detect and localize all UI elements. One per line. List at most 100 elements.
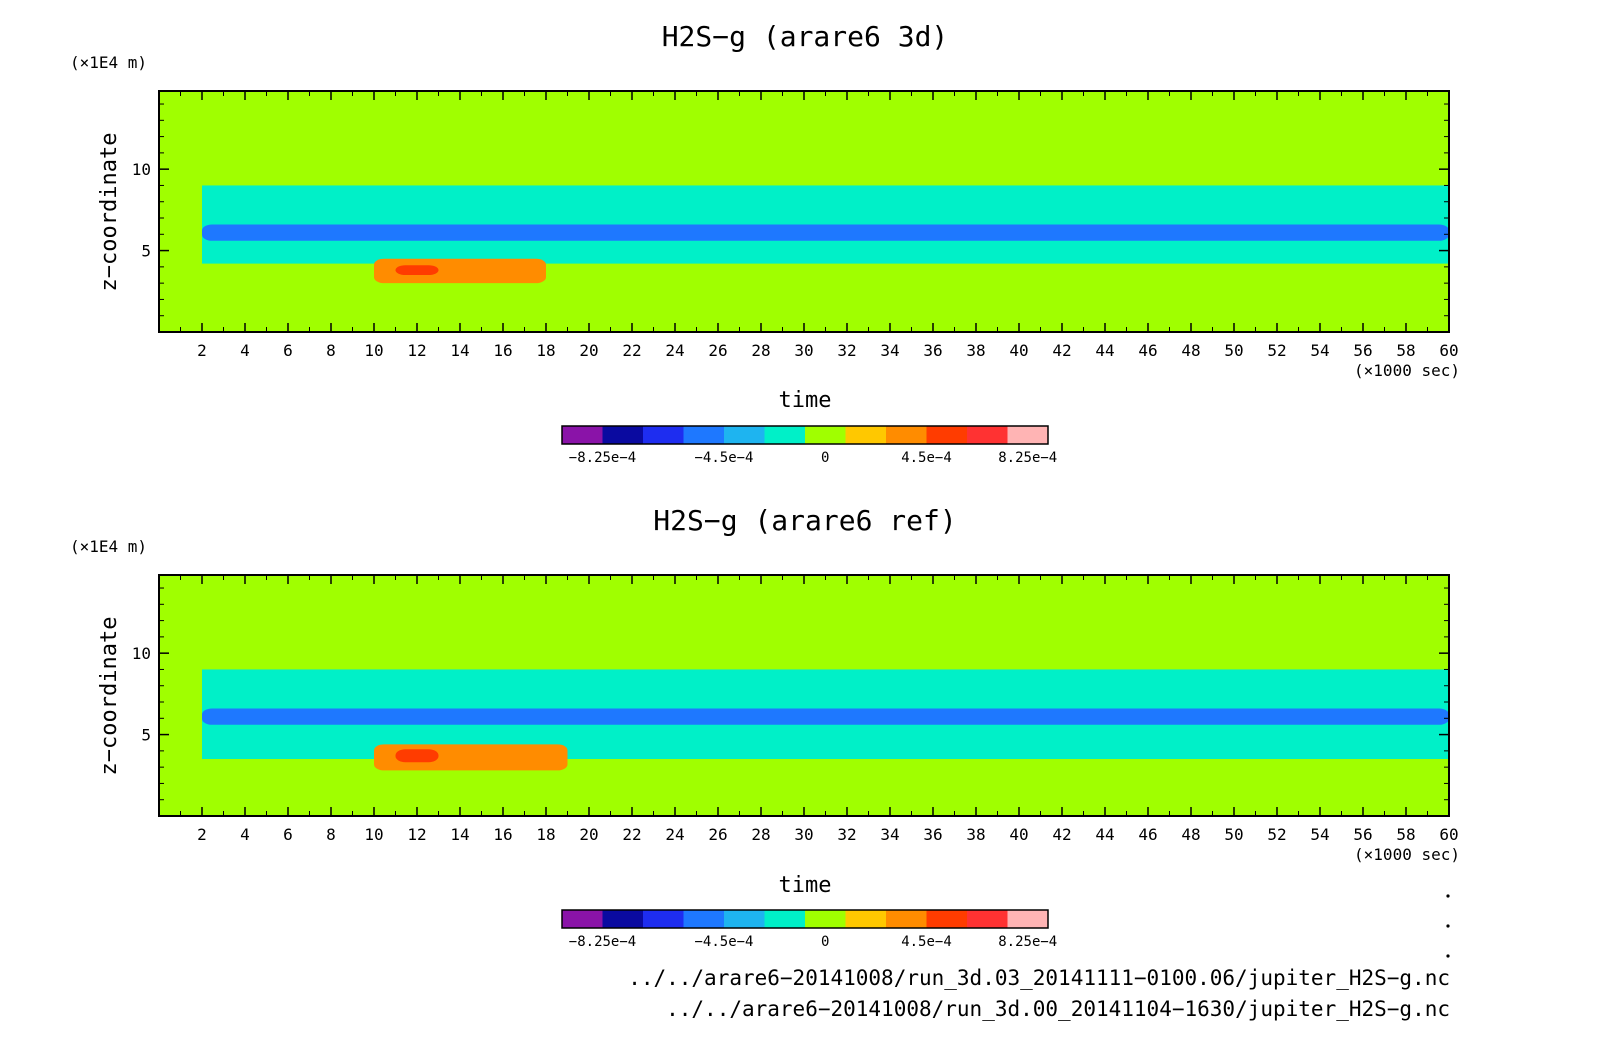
colorbar-label: 8.25e−4 [998,450,1057,466]
x-tick-label: 28 [751,341,770,360]
x-tick-label: 12 [407,825,426,844]
colorbar: −8.25e−4 −4.5e−4 0 4.5e−4 8.25e−4 [561,909,1057,950]
x-tick-label: 54 [1310,341,1329,360]
chart-title: H2S−g (arare6 ref) [653,504,956,537]
x-tick-label: 56 [1353,341,1372,360]
x-tick-label: 42 [1052,341,1071,360]
colorbar-label: −4.5e−4 [694,450,753,466]
x-tick-label: 60 [1439,825,1458,844]
dot-mark [1446,894,1450,898]
x-axis: 2 4 6 8 10 12 14 16 18 20 22 24 26 28 30 32 34 36 38 40 42 44… [180,91,1459,360]
panel-top: H2S−g (arare6 3d) (×1E4 m) 2 4 6 8 10 12 14 16 1… [70,20,1460,466]
x-axis-label: time [779,388,832,413]
x-tick-label: 50 [1224,825,1243,844]
colorbar-label: −8.25e−4 [569,934,636,950]
colorbar-swatch [602,426,644,444]
contour-plot-area [158,90,1450,333]
x-tick-label: 26 [708,341,727,360]
x-tick-label: 34 [880,825,899,844]
colorbar-swatch [967,426,1008,444]
x-tick-label: 50 [1224,341,1243,360]
x-tick-label: 40 [1009,341,1028,360]
y-axis-label: z−coordinate [97,133,122,292]
colorbar-label: 4.5e−4 [901,450,952,466]
colorbar-label: 0 [821,450,829,466]
x-tick-label: 26 [708,825,727,844]
x-tick-label: 58 [1396,341,1415,360]
x-tick-label: 14 [450,825,469,844]
x-tick-label: 36 [923,341,942,360]
x-tick-label: 8 [326,341,336,360]
x-tick-label: 22 [622,341,641,360]
colorbar-swatch [562,426,603,444]
colorbar-label: 0 [821,934,829,950]
x-axis-label: time [779,873,832,898]
y-tick-label: 10 [132,644,151,663]
chart-title: H2S−g (arare6 3d) [662,20,949,53]
contour-region-level-3 [395,749,439,763]
colorbar-swatch [805,910,846,928]
x-tick-label: 52 [1267,341,1286,360]
colorbar-label: −4.5e−4 [694,934,753,950]
x-tick-label: 4 [240,341,250,360]
colorbar-swatch [724,910,765,928]
colorbar-label: 4.5e−4 [901,934,952,950]
colorbar-swatch [724,426,765,444]
x-tick-label: 48 [1181,825,1200,844]
file-path-1: ../../arare6−20141008/run_3d.03_20141111… [628,966,1450,990]
y-tick-label: 10 [132,160,151,179]
x-tick-label: 58 [1396,825,1415,844]
colorbar-swatch [1007,910,1049,928]
x-tick-label: 36 [923,825,942,844]
colorbar-swatch [1007,426,1049,444]
colorbar-label: 8.25e−4 [998,934,1057,950]
x-tick-label: 14 [450,341,469,360]
colorbar-swatch [683,426,725,444]
contour-plot-area [158,574,1450,817]
colorbar-swatch [926,910,968,928]
y-axis-label: z−coordinate [97,617,122,776]
colorbar-label: −8.25e−4 [569,450,636,466]
x-tick-label: 42 [1052,825,1071,844]
x-tick-label: 60 [1439,341,1458,360]
x-tick-label: 34 [880,341,899,360]
contour-region-level-2 [374,258,546,284]
x-tick-label: 38 [966,825,985,844]
y-unit-label: (×1E4 m) [70,53,147,72]
x-tick-label: 30 [794,341,813,360]
y-unit-label: (×1E4 m) [70,537,147,556]
colorbar-swatch [602,910,644,928]
x-tick-label: 24 [665,825,684,844]
dot-mark [1446,954,1450,958]
file-path-2: ../../arare6−20141008/run_3d.00_20141104… [666,997,1450,1021]
x-tick-label: 40 [1009,825,1028,844]
x-tick-label: 44 [1095,341,1114,360]
colorbar-swatch [764,910,806,928]
x-tick-label: 48 [1181,341,1200,360]
x-tick-label: 18 [536,341,555,360]
x-tick-label: 12 [407,341,426,360]
x-tick-label: 52 [1267,825,1286,844]
colorbar-swatch [886,910,927,928]
colorbar-swatch [845,910,887,928]
x-tick-label: 30 [794,825,813,844]
colorbar: −8.25e−4 −4.5e−4 0 4.5e−4 8.25e−4 [561,425,1057,466]
x-tick-label: 38 [966,341,985,360]
contour-region-level--3 [202,708,1449,725]
colorbar-swatch [967,910,1008,928]
x-tick-label: 16 [493,341,512,360]
colorbar-swatch [764,426,806,444]
x-axis: 2 4 6 8 10 12 14 16 18 20 22 24 26 28 30 32 34 36 38 40 42 44… [180,575,1459,844]
y-tick-label: 5 [141,726,151,745]
x-tick-label: 10 [364,825,383,844]
x-tick-label: 8 [326,825,336,844]
x-tick-label: 32 [837,825,856,844]
x-tick-label: 6 [283,825,293,844]
x-tick-label: 2 [197,341,207,360]
x-tick-label: 22 [622,825,641,844]
colorbar-swatch [643,426,684,444]
x-tick-label: 46 [1138,825,1157,844]
x-tick-label: 2 [197,825,207,844]
colorbar-frame [561,909,1049,929]
